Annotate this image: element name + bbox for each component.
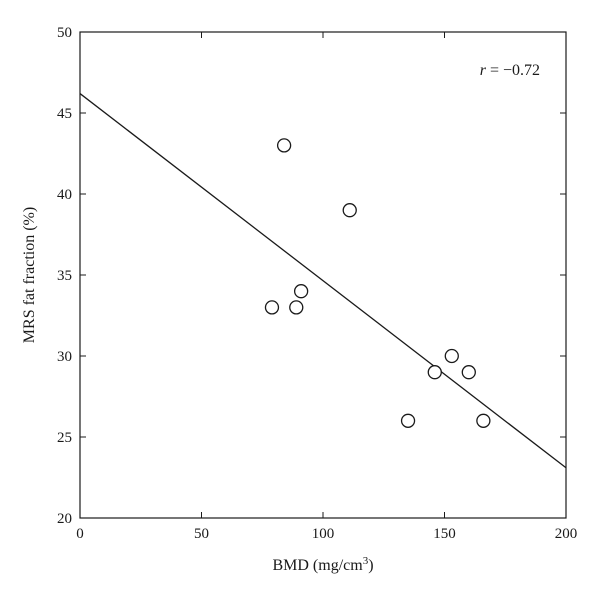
x-tick-label: 150 [433,526,456,542]
y-tick-label: 50 [57,25,72,41]
plot-frame [79,31,567,519]
y-tick-label: 40 [57,187,72,203]
x-tick-label: 200 [555,526,578,542]
y-tick-label: 20 [57,511,72,527]
x-axis-title-superscript: 3 [363,555,369,567]
data-point [293,284,309,299]
x-axis-title-main: BMD (mg/cm [272,557,363,574]
data-point [400,413,416,428]
x-tick-label: 0 [76,526,84,542]
x-tick-label: 100 [312,526,335,542]
data-point [342,203,357,218]
y-axis-title: MRS fat fraction (%) [21,207,38,343]
regression-line [79,93,567,469]
y-tick-label: 45 [57,106,72,122]
correlation-annotation: r = −0.72 [480,62,540,79]
data-point [444,348,459,364]
data-point [476,413,491,428]
data-point [427,365,442,380]
y-tick-label: 25 [57,430,72,446]
x-tick-label: 50 [194,526,209,542]
r-value: = −0.72 [486,62,540,79]
y-tick-label: 30 [57,349,72,365]
data-point [289,300,304,315]
ticks-layer: 0 50 100 150 200 20 25 30 35 40 45 50 [57,25,577,542]
x-axis-title: BMD (mg/cm3) [272,555,373,574]
x-axis-title-suffix: ) [368,557,373,574]
y-tick-label: 35 [57,268,72,284]
r-symbol: r [480,62,487,79]
points-layer [264,138,491,428]
data-point [276,138,292,153]
data-point [461,365,476,380]
data-point [264,300,280,315]
